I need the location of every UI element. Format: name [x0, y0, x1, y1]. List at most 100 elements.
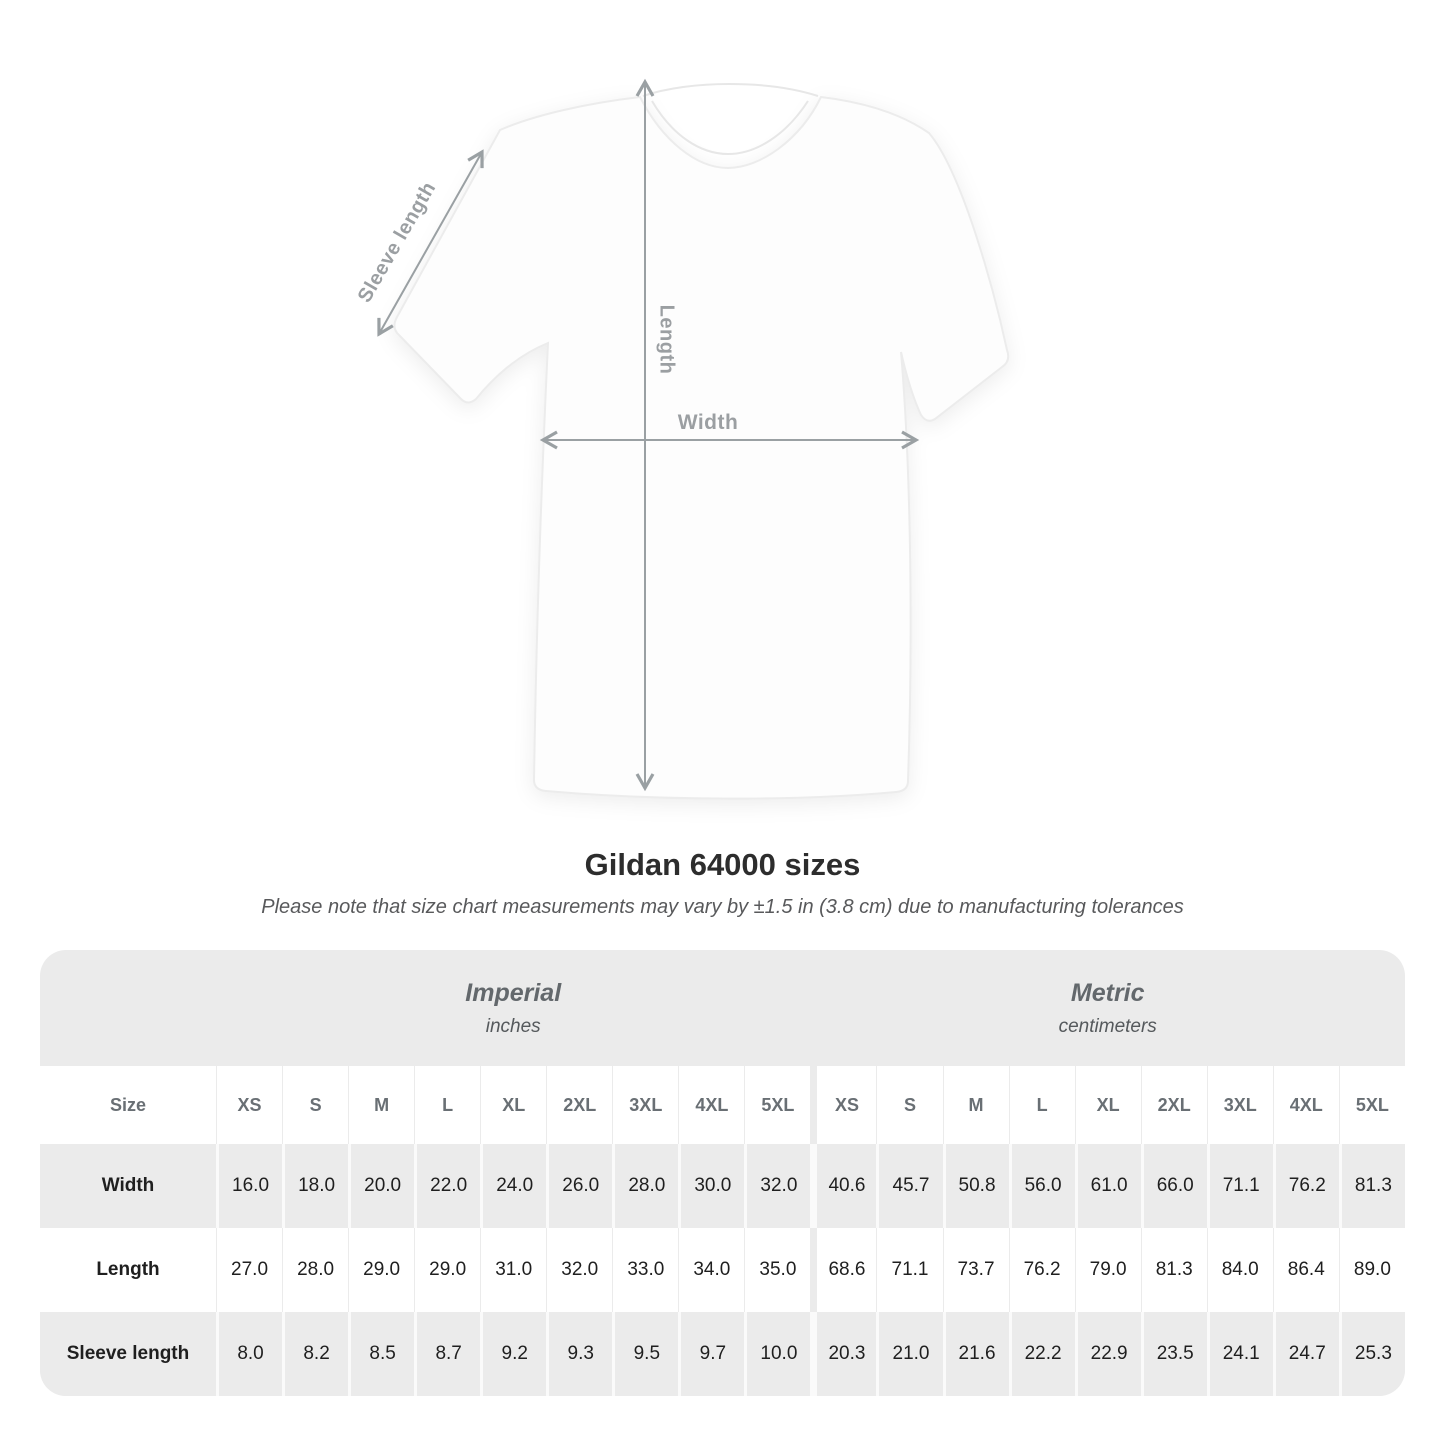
value-cell: 66.0 [1140, 1144, 1207, 1228]
size-table-grid: Imperial inches Metric centimeters Size … [40, 950, 1405, 1396]
value-cell: 31.0 [480, 1228, 547, 1312]
value-cell: 32.0 [744, 1144, 811, 1228]
value-cell: 22.0 [414, 1144, 481, 1228]
value-cell: 8.2 [282, 1312, 349, 1396]
size-cell-metric-l: L [1008, 1066, 1075, 1144]
sleeve-length-row: Sleeve length 8.0 8.2 8.5 8.7 9.2 9.3 9.… [40, 1312, 1405, 1396]
value-cell: 24.0 [480, 1144, 547, 1228]
value-cell: 35.0 [744, 1228, 811, 1312]
value-cell: 81.3 [1140, 1228, 1207, 1312]
width-label: Width [677, 411, 739, 434]
tshirt-diagram: Sleeve length Length Width [354, 78, 1010, 800]
value-cell: 25.3 [1338, 1312, 1405, 1396]
width-row: Width 16.0 18.0 20.0 22.0 24.0 26.0 28.0… [40, 1144, 1405, 1228]
value-cell: 40.6 [810, 1144, 877, 1228]
value-cell: 89.0 [1338, 1228, 1405, 1312]
value-cell: 8.0 [216, 1312, 283, 1396]
value-cell: 79.0 [1074, 1228, 1141, 1312]
value-cell: 21.6 [942, 1312, 1009, 1396]
value-cell: 30.0 [678, 1144, 745, 1228]
size-cell-imperial-2xl: 2XL [546, 1066, 613, 1144]
length-row-label: Length [40, 1228, 216, 1312]
value-cell: 71.1 [1206, 1144, 1273, 1228]
unit-header-row: Imperial inches Metric centimeters [40, 950, 1405, 1066]
width-row-label: Width [40, 1144, 216, 1228]
value-cell: 20.0 [348, 1144, 415, 1228]
size-header-row: Size XS S M L XL 2XL 3XL 4XL 5XL XS S M … [40, 1066, 1405, 1144]
value-cell: 28.0 [612, 1144, 679, 1228]
imperial-header: Imperial inches [216, 950, 810, 1066]
imperial-unit: inches [485, 1015, 541, 1037]
size-cell-metric-2xl: 2XL [1140, 1066, 1207, 1144]
value-cell: 16.0 [216, 1144, 283, 1228]
tshirt-shape [393, 95, 1010, 800]
length-label: Length [655, 304, 678, 375]
size-cell-imperial-l: L [414, 1066, 481, 1144]
value-cell: 76.2 [1272, 1144, 1339, 1228]
size-cell-metric-m: M [942, 1066, 1009, 1144]
imperial-title: Imperial [465, 978, 562, 1007]
value-cell: 9.7 [678, 1312, 745, 1396]
size-cell-imperial-3xl: 3XL [612, 1066, 679, 1144]
value-cell: 84.0 [1206, 1228, 1273, 1312]
size-header-label: Size [40, 1066, 216, 1144]
size-cell-metric-3xl: 3XL [1206, 1066, 1273, 1144]
table-corner [40, 950, 216, 1066]
value-cell: 28.0 [282, 1228, 349, 1312]
value-cell: 9.3 [546, 1312, 613, 1396]
metric-header: Metric centimeters [810, 950, 1405, 1066]
value-cell: 9.5 [612, 1312, 679, 1396]
value-cell: 29.0 [348, 1228, 415, 1312]
value-cell: 61.0 [1074, 1144, 1141, 1228]
page-title: Gildan 64000 sizes [584, 847, 861, 882]
value-cell: 81.3 [1338, 1144, 1405, 1228]
length-row: Length 27.0 28.0 29.0 29.0 31.0 32.0 33.… [40, 1228, 1405, 1312]
value-cell: 86.4 [1272, 1228, 1339, 1312]
value-cell: 18.0 [282, 1144, 349, 1228]
metric-unit: centimeters [1058, 1015, 1157, 1037]
sleeve-length-arrow [377, 149, 484, 337]
value-cell: 45.7 [876, 1144, 943, 1228]
value-cell: 29.0 [414, 1228, 481, 1312]
value-cell: 23.5 [1140, 1312, 1207, 1396]
metric-title: Metric [1070, 978, 1145, 1007]
value-cell: 22.9 [1074, 1312, 1141, 1396]
size-cell-metric-xl: XL [1074, 1066, 1141, 1144]
value-cell: 33.0 [612, 1228, 679, 1312]
value-cell: 22.2 [1008, 1312, 1075, 1396]
sleeve-row-label: Sleeve length [40, 1312, 216, 1396]
value-cell: 20.3 [810, 1312, 877, 1396]
size-cell-imperial-m: M [348, 1066, 415, 1144]
value-cell: 50.8 [942, 1144, 1009, 1228]
size-cell-metric-xs: XS [810, 1066, 877, 1144]
value-cell: 71.1 [876, 1228, 943, 1312]
value-cell: 24.1 [1206, 1312, 1273, 1396]
tshirt-illustration [377, 78, 1010, 800]
size-cell-imperial-s: S [282, 1066, 349, 1144]
value-cell: 32.0 [546, 1228, 613, 1312]
collar-line [651, 100, 809, 156]
size-cell-imperial-4xl: 4XL [678, 1066, 745, 1144]
value-cell: 24.7 [1272, 1312, 1339, 1396]
value-cell: 9.2 [480, 1312, 547, 1396]
tolerance-note: Please note that size chart measurements… [261, 896, 1184, 918]
value-cell: 76.2 [1008, 1228, 1075, 1312]
value-cell: 21.0 [876, 1312, 943, 1396]
size-cell-imperial-5xl: 5XL [744, 1066, 811, 1144]
value-cell: 26.0 [546, 1144, 613, 1228]
value-cell: 34.0 [678, 1228, 745, 1312]
value-cell: 8.5 [348, 1312, 415, 1396]
value-cell: 56.0 [1008, 1144, 1075, 1228]
value-cell: 73.7 [942, 1228, 1009, 1312]
value-cell: 68.6 [810, 1228, 877, 1312]
size-cell-metric-s: S [876, 1066, 943, 1144]
value-cell: 8.7 [414, 1312, 481, 1396]
value-cell: 10.0 [744, 1312, 811, 1396]
size-cell-metric-4xl: 4XL [1272, 1066, 1339, 1144]
collar-back-line [642, 83, 819, 97]
size-cell-imperial-xl: XL [480, 1066, 547, 1144]
value-cell: 27.0 [216, 1228, 283, 1312]
size-cell-imperial-xs: XS [216, 1066, 283, 1144]
size-cell-metric-5xl: 5XL [1338, 1066, 1405, 1144]
